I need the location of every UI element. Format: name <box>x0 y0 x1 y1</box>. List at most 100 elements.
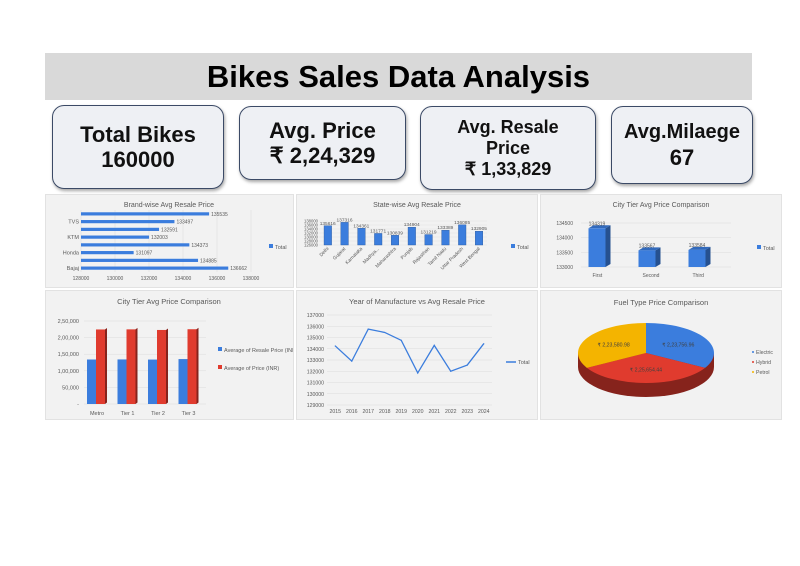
data-label: 135535 <box>211 212 228 218</box>
bar-top <box>688 246 711 250</box>
y-tick-label: 137000 <box>307 313 324 319</box>
x-tick-label: Third <box>693 273 705 279</box>
y-tick-label: Bajaj <box>67 266 79 272</box>
y-tick-label: 134000 <box>307 347 324 353</box>
bar-top <box>638 247 661 251</box>
data-point <box>433 344 435 346</box>
y-tick-label: 129000 <box>307 403 324 409</box>
bar-side <box>105 327 107 404</box>
data-point <box>417 372 419 374</box>
x-tick-label: Tier 3 <box>182 411 196 417</box>
x-tick-label: 2020 <box>412 409 424 415</box>
chart-title: Year of Manufacture vs Avg Resale Price <box>349 297 485 306</box>
bar <box>391 235 399 246</box>
data-point <box>450 370 452 372</box>
legend-label: Average of Price (INR) <box>224 366 279 372</box>
x-tick-label: 138000 <box>243 276 260 282</box>
bar <box>81 227 160 231</box>
chart-state-resale: State-wise Avg Resale Price 126000 128000 1… <box>296 194 538 288</box>
x-tick-label: 2021 <box>428 409 440 415</box>
data-point <box>384 331 386 334</box>
y-tick-label: 133000 <box>556 265 573 271</box>
x-tick-label: Metro <box>90 411 104 417</box>
data-point <box>400 339 402 341</box>
data-label: ₹ 2,25,654.44 <box>630 368 662 374</box>
kpi-label: Total Bikes <box>80 121 196 147</box>
y-tick-label: 136000 <box>307 324 324 330</box>
data-label: 134885 <box>200 258 217 264</box>
bar <box>323 225 332 246</box>
bar <box>81 266 229 270</box>
data-label: 134373 <box>191 243 208 249</box>
x-tick-label: Punjab <box>400 246 415 261</box>
kpi-avg-mileage: Avg.Milaege 67 <box>611 106 753 184</box>
y-tick-label: 134500 <box>556 221 573 227</box>
y-tick-label: 2,00,000 <box>58 336 79 342</box>
y-tick-label: 138000 <box>304 219 319 224</box>
bar <box>357 228 366 246</box>
legend-swatch <box>757 245 761 249</box>
legend-label: Total <box>517 245 529 251</box>
data-label: 136662 <box>230 266 247 272</box>
x-tick-label: 2015 <box>329 409 341 415</box>
legend-swatch <box>752 371 754 373</box>
y-tick-label: 128000 <box>304 239 319 244</box>
y-tick-label: 1,00,000 <box>58 369 79 375</box>
y-tick-label: 130000 <box>304 235 319 240</box>
data-label: 133584 <box>689 243 706 249</box>
kpi-value: ₹ 1,33,829 <box>464 158 552 179</box>
y-tick-label: 50,000 <box>62 385 79 391</box>
y-tick-label: 2,50,000 <box>58 319 79 325</box>
x-tick-label: 134000 <box>175 276 192 282</box>
bar-top <box>588 225 611 229</box>
bar <box>148 359 157 404</box>
y-tick-label: 126000 <box>304 243 319 248</box>
y-tick-label: TVS <box>68 220 79 226</box>
x-tick-label: 2019 <box>395 409 407 415</box>
y-tick-label: 131000 <box>307 381 324 387</box>
chart-title: City Tier Avg Price Comparison <box>117 297 221 306</box>
bar <box>81 258 199 262</box>
pie-slice <box>578 323 646 368</box>
bar <box>157 329 166 404</box>
bar <box>126 329 136 404</box>
bar <box>441 230 450 246</box>
x-tick-label: 2024 <box>478 409 490 415</box>
bar <box>340 222 349 246</box>
y-tick-label: KTM <box>67 235 79 241</box>
data-label: 133389 <box>437 225 453 231</box>
bar <box>458 224 467 246</box>
x-tick-label: 136000 <box>209 276 226 282</box>
data-label: 130839 <box>387 230 403 236</box>
x-tick-label: 132000 <box>141 276 158 282</box>
legend-swatch <box>752 361 754 363</box>
bar <box>424 234 433 246</box>
pie-slice <box>586 353 706 383</box>
legend-label: Hybrid <box>756 360 771 366</box>
chart-year-resale: Year of Manufacture vs Avg Resale Price 1… <box>296 290 538 420</box>
legend-label: Total <box>763 246 775 252</box>
legend-label: Total <box>518 360 530 366</box>
chart-brand-resale: Brand-wise Avg Resale Price 128000 130000 1… <box>45 194 294 288</box>
x-tick-label: 128000 <box>73 276 90 282</box>
bar-side <box>196 327 199 404</box>
bar <box>588 228 606 267</box>
bar <box>81 212 210 216</box>
y-tick-label: - <box>77 402 79 408</box>
chart-city-tier-resale: City Tier Avg Price Comparison 133000 1335… <box>540 194 782 288</box>
pie-slice <box>646 323 714 368</box>
kpi-avg-price: Avg. Price ₹ 2,24,329 <box>239 106 406 180</box>
x-tick-label: Gujarat <box>332 246 348 262</box>
kpi-label: Avg. Resale Price <box>457 116 559 158</box>
dashboard-title: Bikes Sales Data Analysis <box>45 53 752 100</box>
x-tick-label: Tier 1 <box>121 411 135 417</box>
y-tick-label: 132000 <box>304 231 319 236</box>
legend-swatch <box>511 244 515 248</box>
kpi-value: 67 <box>669 144 695 170</box>
data-label: ₹ 2,23,580.98 <box>598 343 630 349</box>
kpi-total-bikes: Total Bikes 160000 <box>52 105 224 189</box>
bar-side <box>705 246 711 267</box>
data-point <box>483 343 485 345</box>
x-tick-label: 2023 <box>461 409 473 415</box>
x-tick-label: 2022 <box>445 409 457 415</box>
